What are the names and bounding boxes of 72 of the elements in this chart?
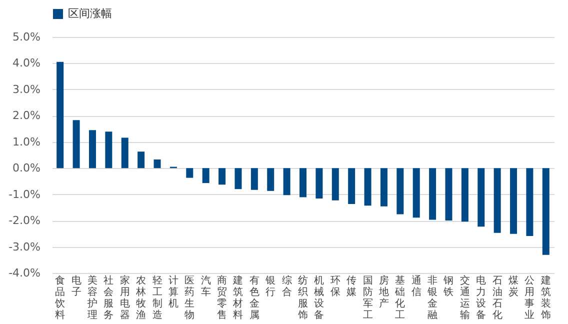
bar (250, 168, 258, 190)
x-tick-label: 非银金融 (426, 274, 438, 321)
x-tick-label: 轻工制造 (152, 274, 162, 321)
y-tick-label: 0.0% (12, 162, 40, 175)
bar (138, 152, 145, 168)
x-tick-label: 通信 (411, 274, 422, 298)
y-tick-label: 1.0% (12, 135, 40, 148)
x-tick-label: 医药生物 (184, 276, 195, 321)
y-tick-label: 5.0% (12, 30, 40, 44)
bar (412, 168, 420, 218)
x-tick-label: 房地产 (378, 274, 389, 310)
bar (429, 168, 436, 220)
y-tick-label: 4.0% (12, 56, 40, 70)
bar (380, 168, 388, 206)
bar (348, 168, 356, 204)
bar (72, 120, 80, 168)
x-tick-label: 煤炭 (508, 274, 519, 298)
x-tick-label: 环保 (330, 276, 340, 298)
bar (445, 168, 452, 221)
bar (186, 168, 194, 178)
bar (494, 168, 501, 233)
x-tick-label: 机械设备 (314, 274, 324, 321)
bar (218, 168, 226, 185)
bar (283, 168, 290, 196)
legend-label: 区间涨幅 (68, 7, 112, 20)
bar (364, 168, 372, 206)
bar (88, 130, 96, 168)
y-tick-label: -1.0% (8, 188, 40, 201)
bar (300, 168, 306, 198)
x-tick-label: 食品饮料 (54, 274, 66, 321)
y-tick-label: -3.0% (8, 240, 40, 254)
x-tick-label: 石油石化 (492, 276, 502, 321)
bar (154, 159, 161, 168)
bar (526, 168, 534, 236)
y-tick-label: -4.0% (8, 266, 40, 280)
bar (56, 62, 64, 168)
bar (234, 168, 242, 190)
bar (510, 168, 518, 234)
x-tick-label: 电子 (71, 274, 82, 298)
x-tick-label: 商贸零售 (217, 274, 228, 321)
x-tick-label: 家用电器 (120, 274, 130, 321)
y-tick-label: 2.0% (12, 109, 40, 122)
x-tick-label: 农林牧渔 (135, 276, 146, 321)
bar (105, 132, 112, 168)
x-tick-label: 国防军工 (362, 276, 373, 321)
bar (267, 168, 274, 191)
x-tick-label: 银行 (264, 276, 276, 298)
x-tick-label: 纺织服饰 (297, 274, 308, 321)
x-tick-label: 计算机 (168, 274, 178, 310)
y-tick-label: -2.0% (8, 214, 40, 228)
bar (461, 168, 468, 222)
bar (396, 168, 404, 214)
x-tick-label: 钢铁 (442, 276, 454, 298)
x-tick-label: 公用事业 (524, 274, 535, 321)
x-tick-label: 交通运输 (460, 274, 470, 321)
x-tick-label: 综合 (282, 274, 292, 298)
x-tick-label: 建筑装饰 (540, 274, 551, 321)
x-tick-label: 美容护理 (86, 274, 98, 321)
x-tick-label: 有色金属 (249, 274, 260, 321)
x-tick-label: 汽车 (200, 274, 211, 298)
x-tick-label: 建筑材料 (232, 274, 244, 321)
bar (478, 168, 485, 227)
x-tick-label: 电力设备 (476, 274, 486, 321)
x-tick-label: 社会服务 (104, 274, 114, 321)
bar (202, 168, 210, 184)
x-tick-label: 基础化工 (394, 274, 406, 321)
bar (316, 168, 323, 199)
x-tick-label: 传媒 (346, 276, 357, 298)
bar (332, 168, 339, 200)
bar (121, 138, 128, 168)
y-tick-label: 3.0% (12, 82, 40, 96)
bar (542, 168, 550, 255)
